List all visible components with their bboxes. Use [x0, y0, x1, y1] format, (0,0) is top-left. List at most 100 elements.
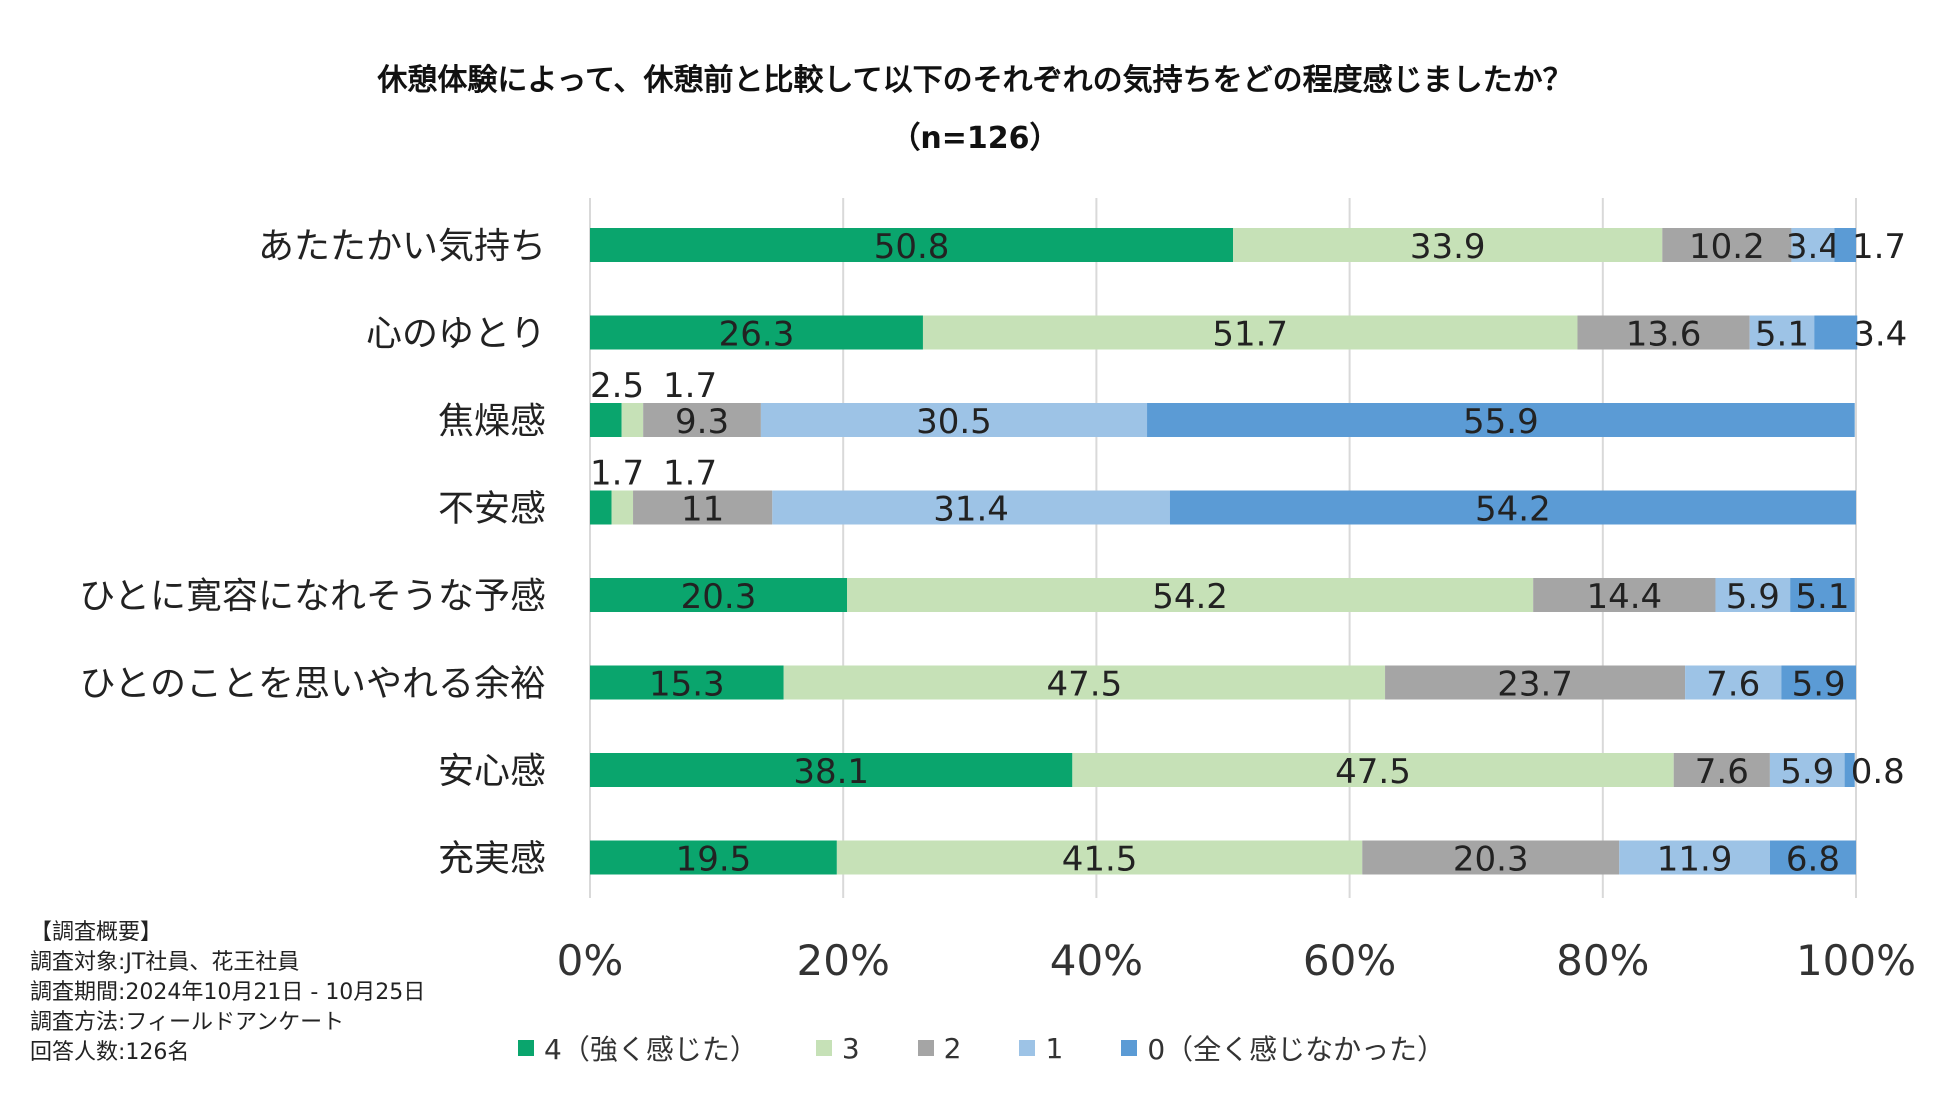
data-label: 1.7: [663, 366, 717, 406]
legend-swatch: [518, 1040, 534, 1056]
chart-title: 休憩体験によって、休憩前と比較して以下のそれぞれの気持ちをどの程度感じましたか？: [377, 63, 1573, 98]
bar-segment: [590, 665, 784, 700]
survey-line: 調査対象:JT社員、花王社員: [30, 950, 300, 975]
bar-segment: [1685, 665, 1782, 700]
bar-segment: [1790, 578, 1855, 612]
data-label: 9.3: [675, 402, 729, 442]
category-label: 充実感: [438, 839, 546, 880]
category-label: 不安感: [438, 489, 546, 530]
category-label: 焦燥感: [438, 401, 546, 442]
bar-segment: [590, 228, 1234, 262]
bar-segment: [1233, 228, 1663, 262]
bar-segment: [590, 315, 923, 350]
bar-segment: [1814, 315, 1858, 350]
legend-label: 2: [943, 1031, 962, 1065]
survey-line: 調査期間:2024年10月21日 - 10月25日: [30, 980, 426, 1005]
bar-segment: [1781, 665, 1856, 700]
data-label: 19.5: [676, 840, 752, 880]
bar-segment: [633, 490, 773, 525]
data-label: 54.2: [1475, 490, 1551, 530]
bar-segment: [590, 490, 612, 525]
data-label: 1.7: [590, 454, 644, 494]
bar-segment: [611, 490, 634, 525]
category-label: 心のゆとり: [366, 314, 546, 355]
bar-segment: [1533, 578, 1716, 612]
x-tick-label: 20%: [797, 936, 890, 985]
data-label: 33.9: [1410, 227, 1486, 267]
bar-segment: [760, 403, 1148, 437]
bar-segment: [846, 578, 1534, 612]
bar-segment: [1362, 840, 1620, 875]
bar-segment: [1577, 315, 1750, 350]
category-label: あたたかい気持ち: [258, 226, 546, 267]
bar-segment: [590, 840, 837, 875]
data-label: 26.3: [719, 315, 795, 355]
data-label: 10.2: [1689, 227, 1765, 267]
data-label: 11: [681, 490, 724, 530]
bar-segment: [621, 403, 644, 437]
data-label: 47.5: [1335, 752, 1411, 792]
data-label: 15.3: [649, 665, 725, 705]
legend-item: 3: [815, 1031, 860, 1065]
legend-item: 2: [917, 1031, 962, 1065]
legend-item: 4（強く感じた）: [518, 1028, 758, 1068]
category-label: ひとのことを思いやれる余裕: [79, 664, 546, 705]
bar-segment: [643, 403, 761, 437]
bar-segment: [1619, 840, 1770, 875]
x-tick-label: 0%: [557, 936, 624, 985]
data-label: 51.7: [1212, 315, 1288, 355]
data-label: 31.4: [933, 490, 1009, 530]
bar-segment: [1662, 228, 1792, 262]
data-label: 1.7: [663, 454, 717, 494]
bar-segment: [922, 315, 1578, 350]
data-label: 20.3: [681, 577, 757, 617]
category-label: ひとに寛容になれそうな予感: [79, 576, 546, 617]
x-tick-label: 80%: [1556, 936, 1649, 985]
data-label: 3.4: [1853, 315, 1907, 355]
data-label: 41.5: [1062, 840, 1138, 880]
bar-segment: [590, 403, 622, 437]
bar-segment: [1147, 403, 1855, 437]
bar-segment: [1072, 753, 1674, 787]
bar-segment: [1749, 315, 1815, 350]
data-label: 7.6: [1695, 752, 1749, 792]
legend-label: 1: [1045, 1031, 1064, 1065]
data-label: 3.4: [1786, 227, 1840, 267]
data-label: 6.8: [1786, 840, 1840, 880]
data-label: 20.3: [1453, 840, 1529, 880]
survey-heading: 【調査概要】: [30, 920, 163, 945]
data-label: 7.6: [1706, 665, 1760, 705]
category-label: 安心感: [438, 751, 546, 792]
legend-swatch: [815, 1040, 832, 1056]
bar-segment: [1715, 578, 1791, 612]
x-tick-label: 40%: [1050, 936, 1143, 985]
legend-label: 4（強く感じた）: [544, 1033, 758, 1066]
data-label: 2.5: [590, 366, 644, 406]
bar-segment: [1791, 228, 1835, 262]
survey-line: 調査方法:フィールドアンケート: [30, 1010, 345, 1035]
data-label: 5.9: [1780, 752, 1834, 792]
legend-item: 1: [1019, 1032, 1063, 1065]
data-label: 5.1: [1795, 577, 1849, 617]
data-label: 23.7: [1497, 665, 1573, 705]
data-label: 13.6: [1626, 315, 1702, 355]
legend-label: 3: [841, 1031, 860, 1065]
bar-segment: [783, 665, 1386, 700]
survey-line: 回答人数:126名: [30, 1040, 190, 1065]
data-label: 5.9: [1726, 577, 1780, 617]
bar-segment: [1673, 753, 1770, 787]
data-label: 5.1: [1755, 315, 1809, 355]
data-label: 30.5: [916, 402, 992, 442]
data-label: 14.4: [1586, 577, 1662, 617]
bar-segment: [1169, 490, 1856, 525]
data-label: 50.8: [874, 227, 950, 267]
data-label: 0.8: [1851, 752, 1905, 792]
bar-segment: [590, 578, 847, 612]
legend-swatch: [917, 1040, 934, 1056]
legend-label: 0（全く感じなかった）: [1147, 1033, 1446, 1066]
legend-swatch: [1019, 1040, 1036, 1056]
chart-subtitle: （n=126）: [890, 121, 1060, 156]
data-label: 38.1: [793, 752, 869, 792]
bar-segment: [590, 753, 1073, 787]
